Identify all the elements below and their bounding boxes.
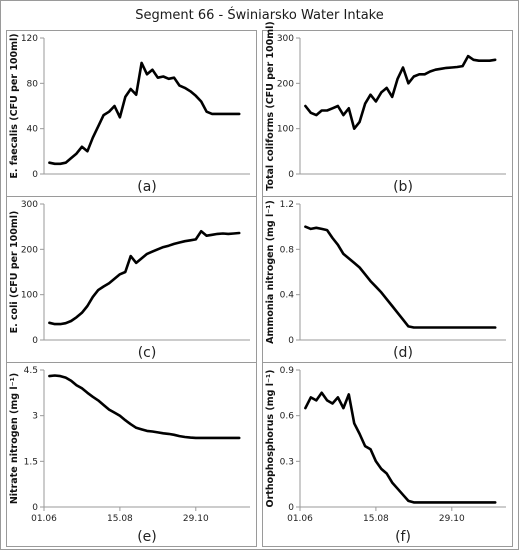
- series-line: [48, 229, 241, 326]
- chart-panel-5: 0 1.5 3 4.5 01.06 15.08 29.10 Nitrate nitrogen …: [6, 362, 257, 547]
- series-line: [304, 391, 497, 504]
- y-tick-label: 0.3: [280, 457, 294, 467]
- figure-title: Segment 66 - Świniarsko Water Intake: [135, 7, 383, 23]
- y-tick-label: 0.9: [280, 366, 295, 376]
- y-tick-label: 0: [288, 170, 294, 180]
- panel-label: (d): [393, 345, 413, 361]
- y-tick-label: 300: [21, 200, 38, 210]
- panel-frame: [262, 362, 513, 547]
- panel-label: (e): [137, 529, 157, 545]
- y-tick-label: 120: [21, 34, 38, 44]
- y-tick-label: 0.8: [280, 245, 295, 255]
- y-axis-label: E. coli (CFU per 100ml): [9, 211, 20, 334]
- y-tick-label: 1.5: [24, 457, 38, 467]
- panel-label: (a): [137, 179, 157, 195]
- x-tick-label: 29.10: [183, 514, 209, 524]
- y-tick-label: 40: [27, 125, 39, 135]
- y-axis-label: Ammonia nitrogen (mg l⁻¹): [265, 200, 276, 344]
- y-axis-label: Orthophosphorus (mg l⁻¹): [265, 370, 276, 508]
- y-tick-label: 0: [288, 503, 294, 513]
- y-tick-label: 0.6: [280, 412, 295, 422]
- y-axis-label: Total coliforms (CFU per 100ml): [265, 21, 276, 191]
- chart-panel-4: 0 0.4 0.8 1.2 Ammonia nitrogen (mg l⁻¹) (d): [262, 196, 513, 363]
- y-tick-label: 0: [32, 503, 38, 513]
- panel-frame: [6, 362, 257, 547]
- x-tick-label: 01.06: [287, 514, 313, 524]
- y-tick-label: 100: [277, 125, 294, 135]
- series-line: [304, 225, 497, 329]
- series-line: [304, 54, 497, 130]
- y-tick-label: 200: [21, 245, 38, 255]
- x-tick-label: 29.10: [439, 514, 465, 524]
- x-tick-label: 01.06: [31, 514, 57, 524]
- y-axis-label: Nitrate nitrogen (mg l⁻¹): [9, 373, 20, 504]
- series-line: [48, 61, 241, 166]
- y-tick-label: 80: [27, 79, 39, 89]
- y-tick-label: 200: [277, 79, 294, 89]
- chart-panel-6: 0 0.3 0.6 0.9 01.06 15.08 29.10 Orthophosphorus…: [262, 362, 513, 547]
- y-tick-label: 1.2: [280, 200, 294, 210]
- panel-label: (c): [138, 345, 157, 361]
- panel-label: (f): [395, 529, 411, 545]
- panel-label: (b): [393, 179, 413, 195]
- x-tick-label: 15.08: [107, 514, 133, 524]
- y-axis-label: E. faecalis (CFU per 100ml): [9, 33, 20, 178]
- y-tick-label: 300: [277, 34, 294, 44]
- y-tick-label: 0: [32, 336, 38, 346]
- y-tick-label: 3: [32, 412, 38, 422]
- y-tick-label: 100: [21, 291, 38, 301]
- x-tick-label: 15.08: [363, 514, 389, 524]
- y-tick-label: 0: [32, 170, 38, 180]
- y-tick-label: 0: [288, 336, 294, 346]
- series-line: [48, 374, 241, 440]
- y-tick-label: 4.5: [24, 366, 38, 376]
- y-tick-label: 0.4: [280, 291, 295, 301]
